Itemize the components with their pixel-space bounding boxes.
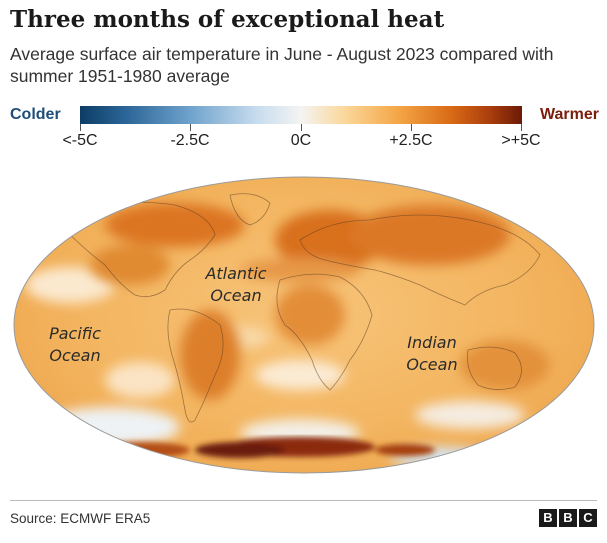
legend-tick-label: +2.5C — [389, 132, 433, 149]
legend-tick — [190, 124, 191, 131]
legend-warmer-label: Warmer — [540, 106, 599, 123]
legend-tick-label: <-5C — [62, 132, 98, 149]
globe-outline — [13, 176, 595, 474]
legend-tick — [80, 124, 81, 131]
map-surface — [14, 177, 594, 473]
source-credit: Source: ECMWF ERA5 — [10, 511, 151, 526]
legend-colder-label: Colder — [10, 106, 61, 123]
pacific-ocean-label-line2: Ocean — [49, 346, 100, 365]
bbc-logo-letter: C — [579, 509, 597, 527]
legend-tick-label: >+5C — [501, 132, 541, 149]
indian-ocean-label-line1: Indian — [407, 333, 456, 352]
world-temperature-map: Atlantic Ocean Pacific Ocean Indian Ocea… — [0, 165, 607, 495]
continent-outlines — [59, 193, 541, 423]
bbc-logo-letter: B — [559, 509, 577, 527]
legend-tick — [411, 124, 412, 131]
map-svg: Atlantic Ocean Pacific Ocean Indian Ocea… — [13, 176, 595, 474]
bbc-logo: B B C — [539, 509, 597, 527]
legend-tick-label: 0C — [290, 132, 312, 149]
ocean-labels: Atlantic Ocean Pacific Ocean Indian Ocea… — [49, 264, 458, 374]
pacific-ocean-label-line1: Pacific — [49, 324, 101, 343]
hot-anomaly-patches — [90, 203, 550, 400]
atlantic-ocean-label-line1: Atlantic — [204, 264, 266, 283]
indian-ocean-label-line2: Ocean — [406, 355, 457, 374]
chart-subtitle: Average surface air temperature in June … — [10, 44, 554, 86]
atlantic-ocean-label-line2: Ocean — [210, 286, 261, 305]
legend-color-bar — [80, 106, 522, 124]
legend-tick — [521, 124, 522, 131]
bbc-logo-letter: B — [539, 509, 557, 527]
legend-tick — [301, 124, 302, 131]
legend-tick-label: -2.5C — [170, 132, 210, 149]
chart-title: Three months of exceptional heat — [10, 6, 445, 33]
footer-divider — [10, 500, 597, 501]
